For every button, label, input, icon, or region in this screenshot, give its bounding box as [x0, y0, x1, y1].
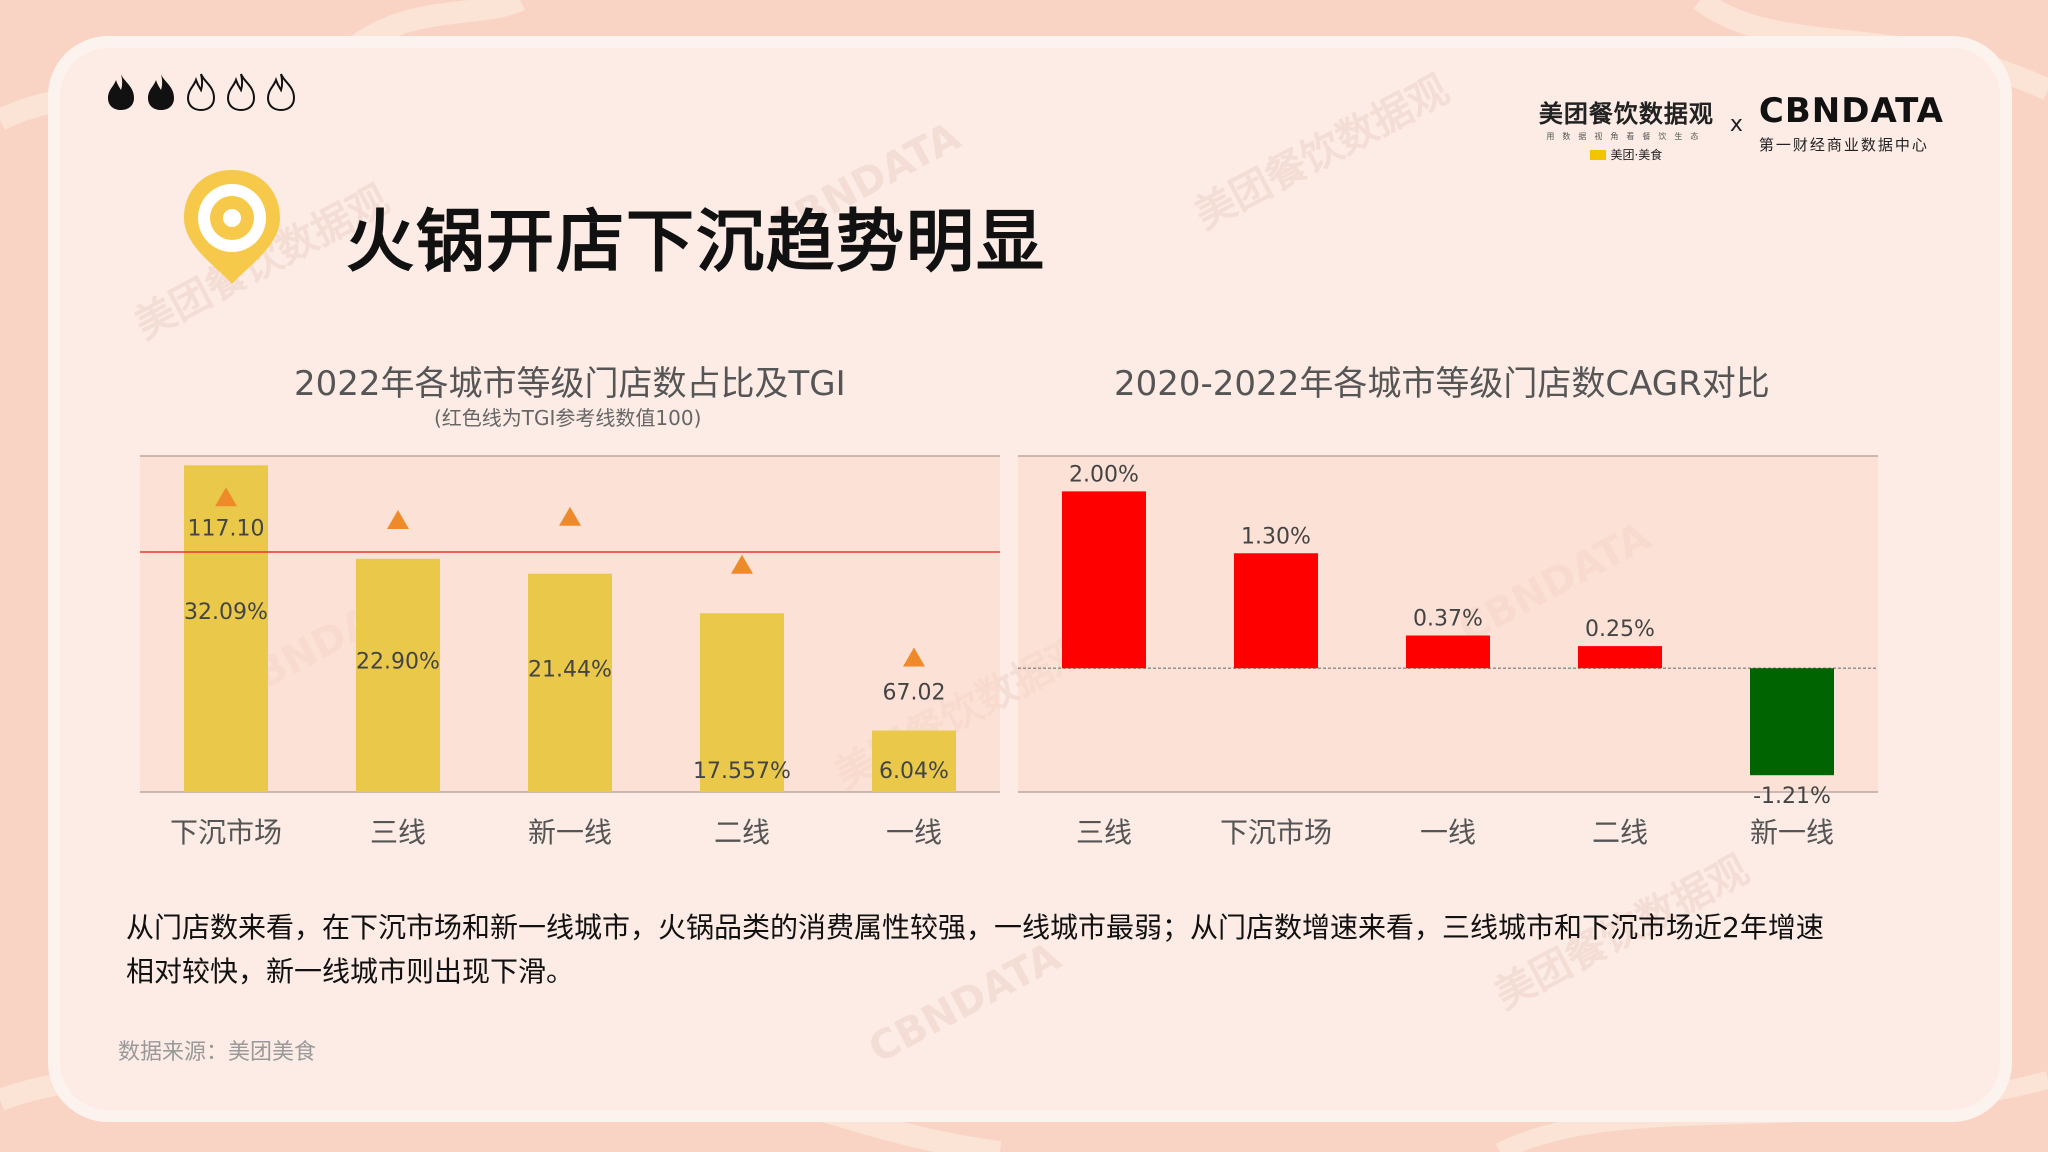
- tgi-marker: [215, 487, 237, 507]
- x-tick-label: 新一线: [1750, 816, 1834, 849]
- right-bar-chart: 2.00% 三线 1.30% 下沉市场 0.37% 一线 0.25% 二线 -1.21% 新一线: [1018, 455, 1878, 849]
- tgi-marker: [559, 506, 581, 526]
- meituan-square-icon: [1590, 149, 1607, 160]
- left-bar-chart: 32.09% 117.10 下沉市场 22.90% 三线 21.44% 新一线 17.557%…: [140, 455, 1000, 849]
- bar-share: [700, 613, 784, 792]
- bar-share-label: 17.557%: [693, 759, 791, 784]
- tgi-label: 117.10: [188, 516, 265, 541]
- plot-area: [1018, 456, 1878, 792]
- cbndata-logo: CBNDATA 第一财经商业数据中心: [1759, 94, 1944, 155]
- tgi-label: 67.02: [883, 681, 946, 706]
- right-chart-title: 2020-2022年各城市等级门店数CAGR对比: [1114, 364, 1770, 404]
- bar-cagr-label: 0.37%: [1413, 606, 1483, 631]
- logo-separator: x: [1729, 112, 1743, 137]
- bar-cagr-label: 1.30%: [1241, 524, 1311, 549]
- tgi-marker: [387, 510, 409, 529]
- x-tick-label: 三线: [370, 816, 426, 849]
- data-source: 数据来源：美团美食: [118, 1040, 317, 1065]
- tgi-marker: [903, 647, 925, 667]
- cbndata-logo-title: CBNDATA: [1758, 91, 1944, 131]
- summary-line-2: 相对较快，新一线城市则出现下滑。: [126, 955, 575, 988]
- flame-outline-icon: [226, 73, 256, 112]
- flame-rating: [104, 72, 298, 112]
- bar-share-label: 6.04%: [879, 759, 949, 784]
- meituan-brand: 美团·美食: [1590, 146, 1662, 163]
- meituan-logo: 美团餐饮数据观 用数据视角看餐饮生态 美团·美食: [1539, 94, 1714, 163]
- bar-share: [184, 465, 268, 792]
- summary-text: 从门店数来看，在下沉市场和新一线城市，火锅品类的消费属性较强，一线城市最弱；从门…: [126, 906, 1956, 994]
- left-chart-subtitle: (红色线为TGI参考线数值100): [434, 406, 702, 430]
- location-pin-icon: [184, 170, 280, 284]
- bar-share: [356, 558, 440, 792]
- flame-outline-icon: [186, 73, 216, 112]
- meituan-logo-subtitle: 用数据视角看餐饮生态: [1546, 132, 1707, 141]
- bar-cagr-label: 2.00%: [1069, 462, 1139, 487]
- flame-filled-icon: [108, 74, 134, 110]
- x-tick-label: 二线: [1592, 816, 1648, 849]
- x-tick-label: 一线: [1420, 816, 1476, 849]
- bar-share-label: 21.44%: [528, 657, 612, 682]
- meituan-brand-text: 美团·美食: [1610, 148, 1663, 162]
- page-title: 火锅开店下沉趋势明显: [346, 203, 1047, 282]
- bar-cagr-label: 0.25%: [1585, 617, 1655, 642]
- header-logos: 美团餐饮数据观 用数据视角看餐饮生态 美团·美食 x CBNDATA 第一财经商…: [1539, 94, 1944, 163]
- x-tick-label: 下沉市场: [170, 816, 282, 849]
- bar-cagr: [1234, 553, 1318, 669]
- x-tick-label: 二线: [714, 816, 770, 849]
- bar-share-label: 32.09%: [184, 600, 268, 625]
- summary-line-1: 从门店数来看，在下沉市场和新一线城市，火锅品类的消费属性较强，一线城市最弱；从门…: [126, 911, 1824, 944]
- left-chart-title: 2022年各城市等级门店数占比及TGI: [294, 364, 846, 404]
- x-tick-label: 下沉市场: [1220, 816, 1332, 849]
- bar-share-label: 22.90%: [356, 649, 440, 674]
- bar-cagr: [1406, 635, 1490, 669]
- bar-share: [872, 730, 956, 792]
- bar-cagr: [1750, 668, 1834, 776]
- bar-share: [528, 573, 612, 792]
- flame-filled-icon: [148, 74, 174, 110]
- x-tick-label: 一线: [886, 816, 942, 849]
- bar-cagr-label: -1.21%: [1753, 784, 1831, 809]
- flame-outline-icon: [266, 73, 296, 112]
- bar-cagr: [1062, 491, 1146, 669]
- bar-cagr: [1578, 646, 1662, 669]
- tgi-marker: [731, 554, 753, 574]
- x-tick-label: 新一线: [528, 816, 612, 849]
- x-tick-label: 三线: [1076, 816, 1132, 849]
- meituan-logo-title: 美团餐饮数据观: [1538, 100, 1714, 128]
- cbndata-logo-subtitle: 第一财经商业数据中心: [1758, 136, 1929, 154]
